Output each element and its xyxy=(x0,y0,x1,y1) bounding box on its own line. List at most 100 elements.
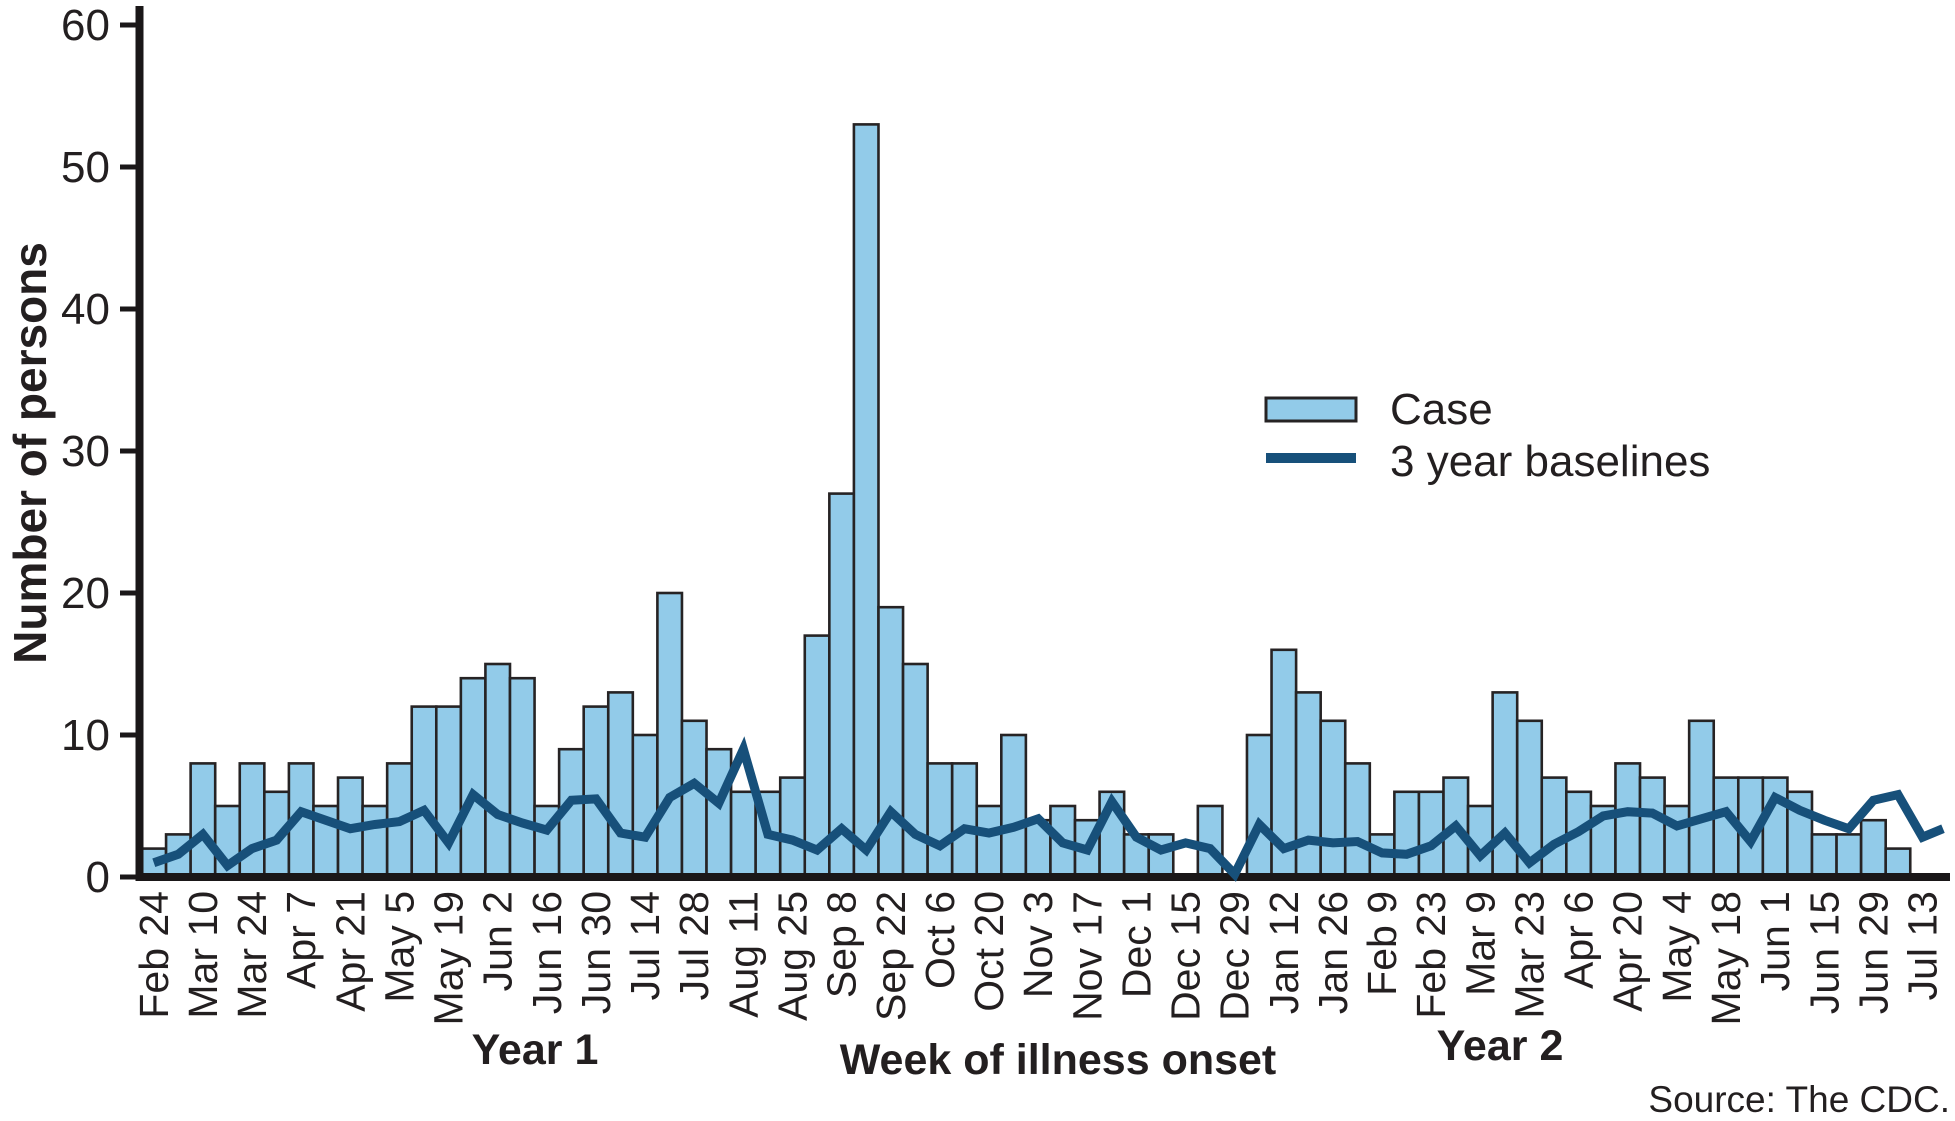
y-tick-mark xyxy=(120,874,136,880)
case-bar xyxy=(975,804,1003,877)
x-tick-label: Apr 6 xyxy=(1556,891,1602,989)
x-tick-label: Mar 9 xyxy=(1457,891,1503,996)
case-bar xyxy=(582,705,610,877)
x-tick-label: Apr 21 xyxy=(327,891,373,1012)
case-bar xyxy=(189,762,217,877)
x-tick-label: Jun 15 xyxy=(1801,891,1847,1014)
x-tick-label: Mar 24 xyxy=(229,891,275,1019)
x-tick-label: Jun 30 xyxy=(573,891,619,1014)
case-bar xyxy=(508,676,536,877)
x-tick-label: Oct 20 xyxy=(966,891,1012,1012)
case-bars-layer xyxy=(140,123,1912,877)
case-bar xyxy=(828,492,856,877)
legend-baseline-label: 3 year baselines xyxy=(1390,437,1710,486)
axis-lines xyxy=(135,6,1950,881)
case-bar xyxy=(631,733,659,877)
caption-year-2: Year 2 xyxy=(1437,1022,1564,1070)
case-bar xyxy=(705,747,733,877)
x-tick-label: Sep 8 xyxy=(819,891,865,998)
case-bar xyxy=(1859,818,1887,877)
x-tick-label: Jul 14 xyxy=(622,891,668,1000)
case-bar xyxy=(1393,790,1421,877)
y-tick-mark xyxy=(120,732,136,738)
x-tick-label: Aug 11 xyxy=(720,891,766,1018)
case-bar xyxy=(459,676,487,877)
x-tick-label: Oct 6 xyxy=(917,891,963,989)
case-bar xyxy=(778,776,807,877)
x-axis-tick-labels: Feb 24 Mar 10 Mar 24 Apr 7 Apr 21 May 5 May 19… xyxy=(131,891,1946,1025)
case-bar xyxy=(1196,804,1224,877)
case-bar xyxy=(1638,776,1666,877)
x-tick-label: May 18 xyxy=(1703,891,1749,1025)
x-tick-label: Jun 29 xyxy=(1850,891,1896,1014)
x-tick-label: May 5 xyxy=(376,891,422,1003)
y-tick-mark xyxy=(120,590,136,596)
case-bar xyxy=(656,591,684,877)
x-axis-title: Week of illness onset xyxy=(840,1036,1277,1084)
x-tick-label: Feb 23 xyxy=(1408,891,1454,1019)
source-note: Source: The CDC. xyxy=(1648,1079,1950,1120)
x-tick-label: May 19 xyxy=(426,891,472,1025)
case-bar xyxy=(1343,762,1372,877)
baseline-line xyxy=(152,736,1945,882)
case-bar xyxy=(1761,776,1789,877)
case-bar xyxy=(877,605,905,877)
y-tick-mark xyxy=(120,448,136,454)
case-bar xyxy=(1614,762,1642,877)
case-bar xyxy=(852,123,880,877)
case-bar xyxy=(1540,776,1568,877)
x-tick-label: Jul 13 xyxy=(1900,891,1946,1000)
case-bar xyxy=(1810,833,1838,877)
x-tick-label: Jun 2 xyxy=(475,891,521,991)
y-axis-ticks: 0 10 20 30 40 50 60 xyxy=(61,1,136,902)
x-tick-label: Aug 25 xyxy=(770,891,816,1021)
x-tick-label: May 4 xyxy=(1654,891,1700,1003)
x-tick-label: Mar 23 xyxy=(1507,891,1553,1019)
x-tick-label: Dec 29 xyxy=(1212,891,1258,1021)
case-bar xyxy=(1884,847,1912,877)
legend-case-swatch xyxy=(1264,396,1358,423)
y-tick-label: 20 xyxy=(61,569,110,618)
x-tick-label: Feb 24 xyxy=(131,891,177,1019)
y-tick-label: 0 xyxy=(86,853,110,902)
case-bar xyxy=(484,662,512,877)
x-tick-label: Nov 3 xyxy=(1015,891,1061,998)
case-bar xyxy=(926,762,954,877)
axes-layer xyxy=(135,6,1950,881)
x-tick-label: Apr 7 xyxy=(278,891,324,989)
case-bar xyxy=(680,719,708,877)
case-bar xyxy=(1835,833,1863,877)
x-tick-label: Dec 1 xyxy=(1113,891,1159,998)
baseline-line-layer xyxy=(152,736,1945,882)
y-tick-mark xyxy=(120,306,136,312)
x-tick-label: Jan 26 xyxy=(1310,891,1356,1014)
y-tick-mark xyxy=(120,164,136,170)
case-bar xyxy=(1687,719,1716,877)
caption-year-1: Year 1 xyxy=(472,1026,599,1074)
y-tick-label: 10 xyxy=(61,711,110,760)
legend: Case 3 year baselines xyxy=(1264,385,1710,486)
legend-case-label: Case xyxy=(1390,385,1493,434)
case-bar xyxy=(361,804,389,877)
x-tick-label: Apr 20 xyxy=(1605,891,1651,1012)
legend-baseline-swatch xyxy=(1266,453,1356,463)
y-tick-mark xyxy=(120,22,136,28)
case-bar xyxy=(1319,719,1347,877)
y-tick-label: 40 xyxy=(61,285,110,334)
x-tick-label: Jun 16 xyxy=(524,891,570,1014)
y-axis-title: Number of persons xyxy=(4,242,56,664)
x-tick-label: Feb 9 xyxy=(1359,891,1405,996)
x-tick-label: Jul 28 xyxy=(671,891,717,1000)
x-tick-label: Mar 10 xyxy=(180,891,226,1019)
x-tick-label: Jun 1 xyxy=(1752,891,1798,991)
case-bar xyxy=(410,705,438,877)
case-bar xyxy=(606,691,635,877)
x-tick-label: Nov 17 xyxy=(1064,891,1110,1021)
x-tick-label: Dec 15 xyxy=(1163,891,1209,1021)
case-bar xyxy=(1245,733,1273,877)
x-tick-label: Sep 22 xyxy=(868,891,914,1021)
case-bar xyxy=(729,790,757,877)
y-tick-label: 30 xyxy=(61,427,110,476)
